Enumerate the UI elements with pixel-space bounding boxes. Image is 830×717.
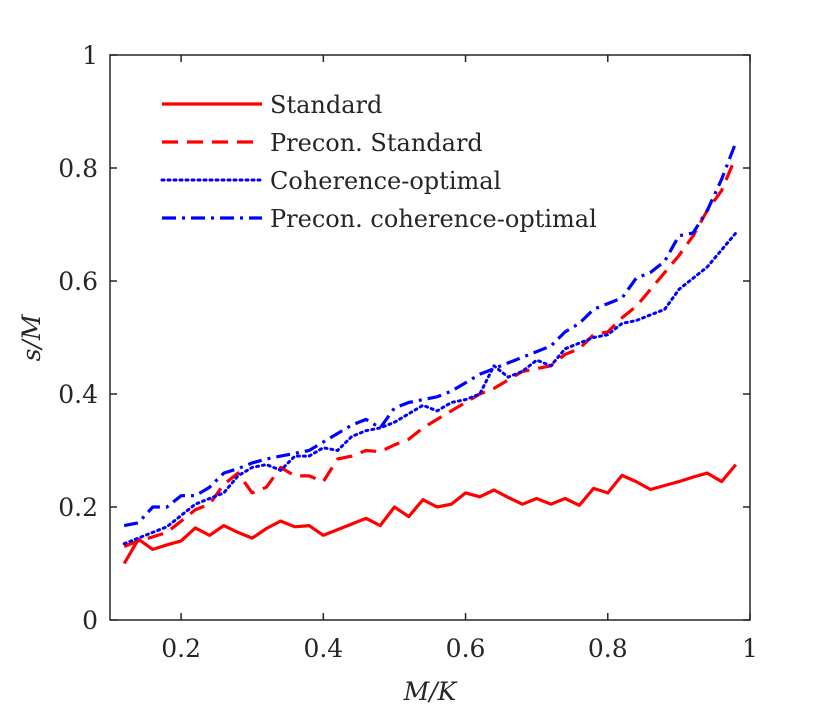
x-axis-label: M/K [403,677,458,706]
y-axis-label: s/M [17,313,46,361]
y-tick-label: 1 [82,41,98,70]
y-tick-label: 0.6 [58,267,98,296]
legend-label: Coherence-optimal [270,167,501,195]
y-tick-label: 0 [82,606,98,635]
x-tick-label: 0.8 [588,634,628,663]
y-tick-label: 0.4 [58,380,98,409]
legend-label: Precon. coherence-optimal [270,205,597,233]
x-tick-label: 0.2 [161,634,201,663]
y-tick-label: 0.8 [58,154,98,183]
legend-label: Precon. Standard [270,129,483,157]
legend-label: Standard [270,91,382,119]
x-tick-label: 1 [742,634,758,663]
x-tick-label: 0.4 [303,634,343,663]
x-tick-label: 0.6 [446,634,486,663]
y-tick-label: 0.2 [58,493,98,522]
